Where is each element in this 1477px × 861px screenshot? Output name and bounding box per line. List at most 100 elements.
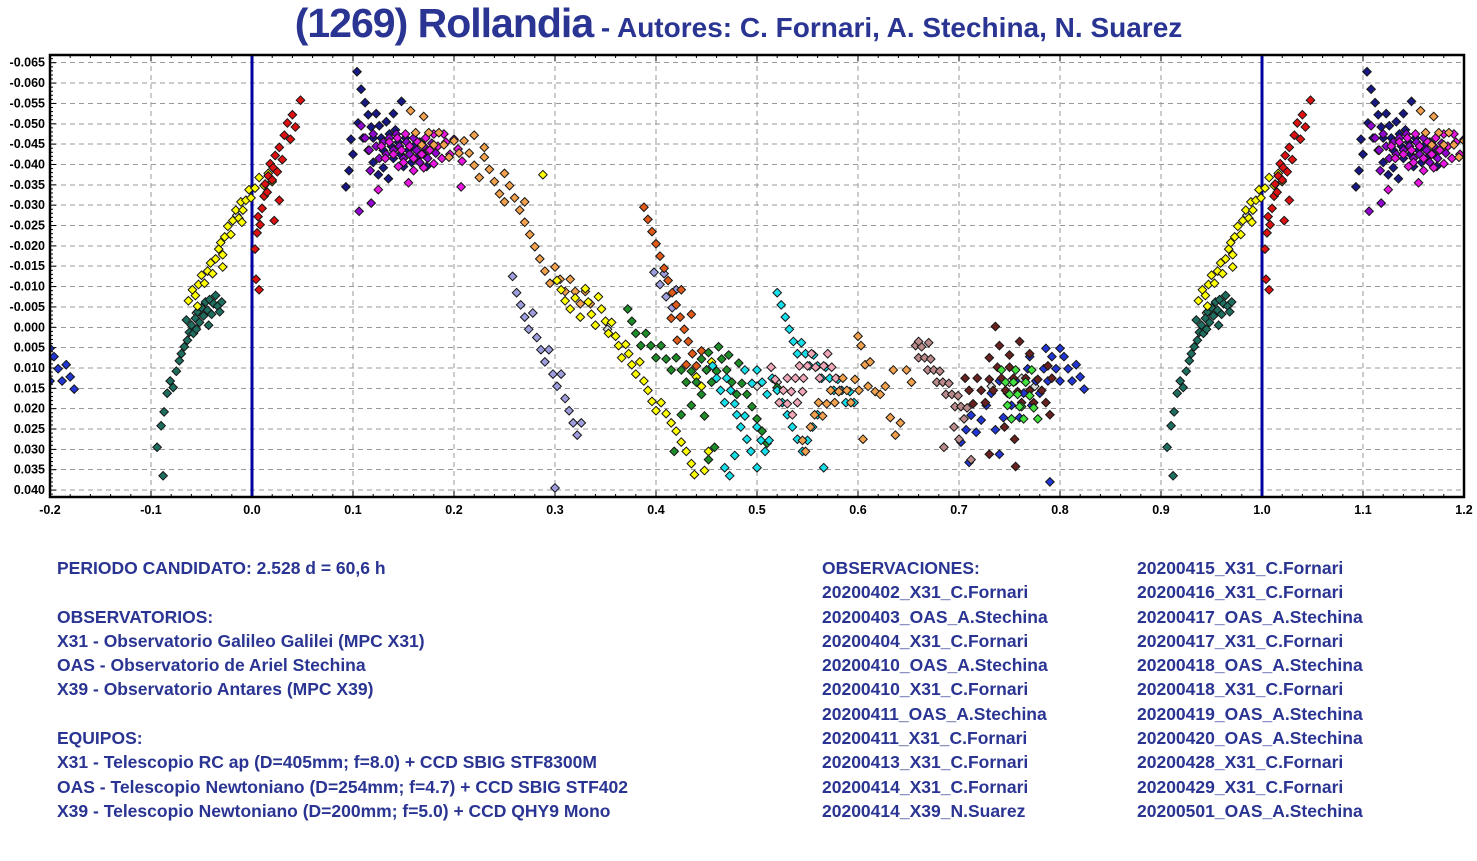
x-tick-label: 0.3 bbox=[546, 503, 563, 517]
data-point bbox=[723, 349, 734, 361]
data-point bbox=[681, 446, 692, 457]
data-point bbox=[675, 312, 686, 323]
series-pink bbox=[766, 348, 845, 420]
data-point bbox=[1201, 324, 1212, 335]
data-point bbox=[679, 324, 690, 335]
data-point bbox=[1357, 149, 1369, 160]
data-point bbox=[691, 360, 702, 371]
series-yellow-a bbox=[183, 168, 1288, 312]
data-point bbox=[960, 373, 971, 384]
data-point bbox=[1036, 385, 1047, 396]
data-point bbox=[642, 214, 653, 225]
data-point bbox=[736, 378, 747, 389]
data-point bbox=[1042, 360, 1053, 371]
data-point bbox=[634, 356, 645, 367]
observatory-entry: X31 - Observatorio Galileo Galilei (MPC … bbox=[57, 630, 425, 651]
x-tick-label: 0.7 bbox=[950, 503, 967, 517]
data-point bbox=[731, 409, 742, 420]
data-point bbox=[1428, 111, 1439, 122]
data-point bbox=[560, 295, 571, 306]
data-point bbox=[1432, 153, 1443, 164]
y-tick-label: -0.020 bbox=[10, 239, 45, 253]
data-point bbox=[721, 373, 732, 384]
data-point bbox=[262, 187, 273, 198]
data-point bbox=[1193, 295, 1204, 306]
data-point bbox=[966, 410, 977, 421]
series-lime bbox=[996, 364, 1043, 424]
data-point bbox=[203, 320, 214, 331]
data-point bbox=[1172, 388, 1183, 399]
observation-entry: 20200410_OAS_A.Stechina bbox=[822, 655, 1048, 676]
y-tick-label: 0.020 bbox=[14, 402, 45, 416]
data-point bbox=[347, 149, 359, 160]
data-point bbox=[499, 168, 510, 179]
data-point bbox=[638, 375, 649, 387]
data-point bbox=[1216, 309, 1227, 320]
data-point bbox=[210, 290, 221, 301]
data-point bbox=[980, 397, 991, 408]
data-point bbox=[792, 348, 803, 359]
equipment-entry: OAS - Telescopio Newtoniano (D=254mm; f=… bbox=[57, 776, 628, 797]
data-point bbox=[1058, 351, 1070, 362]
data-point bbox=[741, 389, 752, 400]
data-point bbox=[1196, 320, 1207, 331]
data-point bbox=[366, 198, 377, 209]
data-point bbox=[741, 434, 752, 445]
data-point bbox=[790, 373, 801, 384]
data-point bbox=[661, 291, 672, 302]
data-point bbox=[1279, 215, 1290, 226]
data-point bbox=[206, 309, 217, 320]
data-point bbox=[1287, 154, 1298, 165]
data-point bbox=[1054, 375, 1066, 387]
data-point bbox=[855, 340, 867, 351]
data-point bbox=[469, 160, 480, 171]
data-point bbox=[1264, 284, 1275, 295]
data-point bbox=[1282, 166, 1293, 177]
data-point bbox=[217, 249, 228, 260]
data-point bbox=[253, 211, 264, 222]
data-point bbox=[724, 470, 735, 481]
data-point bbox=[260, 178, 271, 190]
data-point bbox=[392, 132, 403, 144]
data-point bbox=[1414, 141, 1425, 152]
data-point bbox=[671, 352, 682, 363]
data-point bbox=[515, 299, 526, 310]
data-point bbox=[61, 359, 72, 370]
data-point bbox=[696, 353, 707, 365]
data-point bbox=[1010, 461, 1021, 472]
data-point bbox=[519, 312, 530, 323]
data-point bbox=[368, 157, 379, 168]
data-point bbox=[996, 364, 1007, 376]
data-point bbox=[1232, 221, 1243, 232]
plot-frame bbox=[48, 53, 1466, 499]
data-point bbox=[590, 320, 601, 331]
data-point bbox=[165, 375, 176, 387]
data-point bbox=[648, 267, 660, 278]
data-point bbox=[174, 355, 185, 366]
data-point bbox=[373, 169, 384, 180]
data-point bbox=[216, 296, 227, 308]
data-point bbox=[196, 270, 207, 281]
data-point bbox=[667, 287, 678, 298]
data-point bbox=[845, 397, 856, 408]
data-point bbox=[901, 364, 912, 376]
x-tick-label: 0.5 bbox=[748, 503, 765, 517]
observations-column-1: OBSERVACIONES: 20200402_X31_C.Fornari 202… bbox=[822, 556, 1048, 823]
data-point bbox=[813, 397, 824, 408]
observation-entry: 20200417_OAS_A.Stechina bbox=[1137, 606, 1363, 627]
data-point bbox=[343, 165, 355, 176]
data-point bbox=[365, 165, 376, 176]
observatorios-title: OBSERVATORIOS: bbox=[57, 606, 214, 627]
data-point bbox=[696, 389, 707, 400]
data-point bbox=[626, 359, 637, 370]
page-title: (1269) Rollandia - Autores: C. Fornari, … bbox=[0, 0, 1477, 47]
data-point bbox=[274, 195, 285, 206]
data-point bbox=[254, 172, 265, 183]
series-royal-blue bbox=[51, 343, 1090, 487]
data-point bbox=[814, 373, 825, 384]
data-point bbox=[194, 317, 205, 328]
data-point bbox=[600, 316, 611, 327]
data-point bbox=[1381, 108, 1392, 119]
y-tick-label: -0.060 bbox=[10, 76, 45, 90]
data-point bbox=[1202, 301, 1213, 312]
